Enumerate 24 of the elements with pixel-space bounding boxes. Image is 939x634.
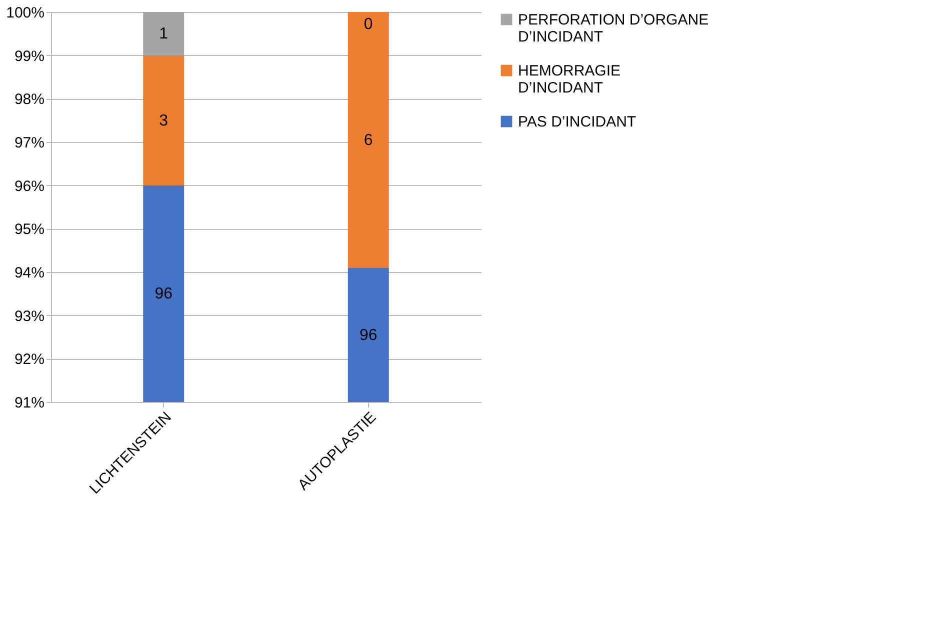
- legend-label: PERFORATION D’ORGANE D’INCIDANT: [518, 12, 709, 46]
- y-tick-label: 97%: [14, 134, 44, 152]
- bar: [143, 55, 184, 186]
- annotation: 1: [159, 26, 168, 43]
- y-tick-label: 98%: [14, 91, 44, 108]
- bar: [348, 268, 389, 402]
- y-tick-label: 94%: [14, 264, 44, 282]
- y-tick-label: 95%: [14, 221, 44, 238]
- annotation: 0: [364, 16, 373, 33]
- legend-label: PAS D’INCIDANT: [518, 114, 636, 130]
- y-tick-label: 99%: [14, 48, 44, 65]
- bar: [143, 12, 184, 56]
- y-tick-label: 92%: [14, 351, 44, 368]
- bar: [348, 12, 389, 268]
- annotation: 3: [159, 112, 168, 130]
- bar: [143, 185, 184, 402]
- y-tick-label: 91%: [14, 394, 44, 412]
- annotation: 96: [154, 286, 173, 303]
- annotation: 96: [359, 326, 378, 344]
- annotation: 6: [364, 132, 373, 149]
- y-tick-label: 93%: [14, 308, 44, 325]
- y-tick-label: 96%: [14, 178, 44, 195]
- legend-label: HEMORRAGIE D’INCIDANT: [518, 62, 621, 96]
- y-tick-label: 100%: [6, 4, 44, 22]
